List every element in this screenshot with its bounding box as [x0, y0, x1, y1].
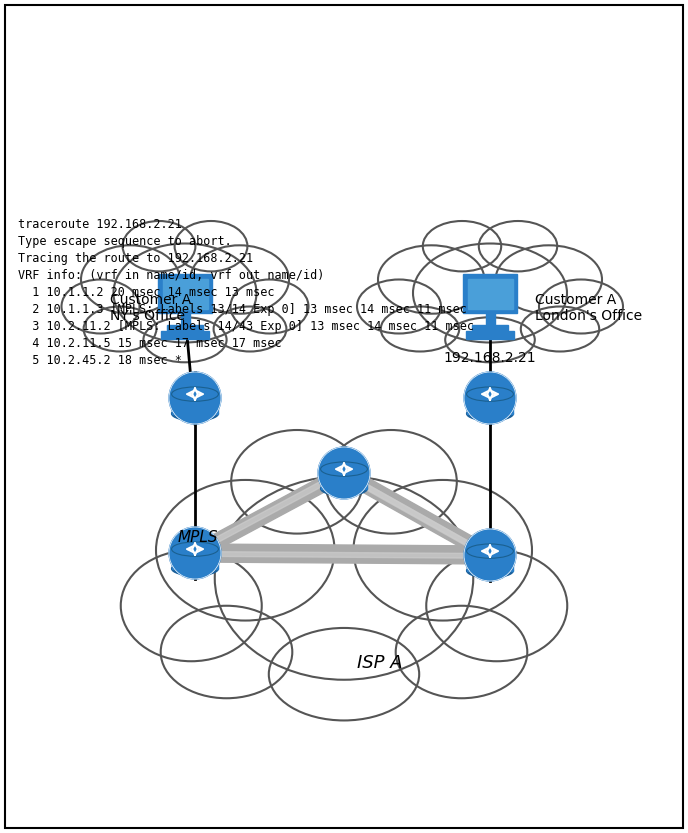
Ellipse shape	[171, 542, 218, 556]
Ellipse shape	[340, 468, 348, 478]
Text: 5 10.2.45.2 18 msec *: 5 10.2.45.2 18 msec *	[18, 354, 182, 367]
Ellipse shape	[213, 307, 286, 352]
Ellipse shape	[486, 548, 494, 562]
Ellipse shape	[466, 544, 513, 558]
FancyBboxPatch shape	[340, 467, 494, 561]
Ellipse shape	[396, 606, 527, 698]
FancyBboxPatch shape	[208, 551, 476, 558]
Ellipse shape	[321, 462, 367, 476]
Ellipse shape	[325, 430, 457, 534]
FancyBboxPatch shape	[200, 473, 338, 551]
FancyBboxPatch shape	[350, 476, 484, 554]
Ellipse shape	[486, 550, 494, 560]
FancyBboxPatch shape	[466, 551, 513, 571]
Ellipse shape	[156, 480, 334, 621]
FancyBboxPatch shape	[468, 278, 513, 308]
Text: Customer A
London's Office: Customer A London's Office	[535, 293, 642, 323]
FancyBboxPatch shape	[191, 466, 349, 560]
FancyBboxPatch shape	[171, 549, 218, 569]
Ellipse shape	[122, 221, 195, 272]
FancyBboxPatch shape	[339, 466, 495, 562]
Ellipse shape	[487, 551, 493, 559]
Ellipse shape	[521, 307, 599, 352]
Ellipse shape	[487, 551, 493, 560]
FancyBboxPatch shape	[167, 325, 203, 331]
Ellipse shape	[378, 245, 484, 314]
Ellipse shape	[380, 307, 459, 352]
FancyBboxPatch shape	[208, 551, 476, 560]
Circle shape	[464, 372, 516, 424]
FancyBboxPatch shape	[162, 278, 208, 308]
FancyBboxPatch shape	[158, 274, 212, 313]
Ellipse shape	[215, 476, 473, 680]
Text: 3 10.2.11.2 [MPLS: Labels 14/43 Exp 0] 13 msec 14 msec 11 msec: 3 10.2.11.2 [MPLS: Labels 14/43 Exp 0] 1…	[18, 320, 474, 333]
Text: 1 10.1.1.2 20 msec 14 msec 13 msec: 1 10.1.1.2 20 msec 14 msec 13 msec	[18, 286, 275, 299]
Ellipse shape	[190, 245, 289, 314]
FancyBboxPatch shape	[321, 469, 367, 489]
Ellipse shape	[171, 407, 218, 421]
Circle shape	[169, 372, 221, 424]
Ellipse shape	[466, 387, 513, 402]
FancyBboxPatch shape	[193, 546, 492, 561]
Ellipse shape	[171, 561, 218, 576]
Text: traceroute 192.168.2.21: traceroute 192.168.2.21	[18, 218, 182, 231]
FancyBboxPatch shape	[466, 331, 514, 338]
Text: Type escape sequence to abort.: Type escape sequence to abort.	[18, 235, 232, 248]
Ellipse shape	[171, 387, 218, 402]
Ellipse shape	[191, 546, 200, 560]
Circle shape	[318, 447, 370, 499]
Ellipse shape	[84, 307, 156, 352]
Text: 2 10.1.1.3 [MPLS: Labels 13/14 Exp 0] 13 msec 14 msec 11 msec: 2 10.1.1.3 [MPLS: Labels 13/14 Exp 0] 13…	[18, 303, 467, 316]
Text: ISP A: ISP A	[357, 654, 402, 672]
Ellipse shape	[81, 245, 180, 314]
Ellipse shape	[445, 317, 535, 362]
Text: Customer A
NY's Office: Customer A NY's Office	[110, 293, 191, 323]
Text: VRF info: (vrf in name/id, vrf out name/id): VRF info: (vrf in name/id, vrf out name/…	[18, 269, 324, 282]
FancyBboxPatch shape	[161, 331, 209, 338]
Ellipse shape	[269, 628, 419, 721]
Circle shape	[464, 529, 516, 581]
Ellipse shape	[231, 430, 363, 534]
Ellipse shape	[466, 407, 513, 421]
FancyBboxPatch shape	[180, 312, 189, 325]
Ellipse shape	[495, 245, 602, 314]
Ellipse shape	[193, 548, 197, 557]
Ellipse shape	[61, 280, 140, 333]
Text: 4 10.2.11.5 15 msec 17 msec 17 msec: 4 10.2.11.5 15 msec 17 msec 17 msec	[18, 337, 281, 350]
FancyBboxPatch shape	[171, 394, 218, 414]
Ellipse shape	[354, 480, 532, 621]
Ellipse shape	[191, 548, 199, 558]
Circle shape	[169, 527, 221, 579]
FancyBboxPatch shape	[466, 394, 513, 414]
FancyBboxPatch shape	[472, 325, 508, 331]
FancyBboxPatch shape	[193, 544, 492, 564]
Ellipse shape	[161, 606, 292, 698]
Text: MPLS: MPLS	[178, 531, 218, 546]
Ellipse shape	[423, 221, 501, 272]
Ellipse shape	[230, 280, 308, 333]
Ellipse shape	[143, 317, 226, 362]
Ellipse shape	[413, 243, 567, 342]
FancyBboxPatch shape	[463, 274, 517, 313]
Ellipse shape	[341, 469, 347, 476]
Ellipse shape	[357, 280, 441, 333]
Ellipse shape	[114, 243, 257, 342]
Text: Tracing the route to 192.168.2.21: Tracing the route to 192.168.2.21	[18, 252, 253, 265]
Ellipse shape	[427, 551, 567, 661]
FancyBboxPatch shape	[486, 312, 495, 325]
Ellipse shape	[539, 280, 623, 333]
Ellipse shape	[466, 563, 513, 578]
Ellipse shape	[121, 551, 261, 661]
Ellipse shape	[479, 221, 557, 272]
Ellipse shape	[321, 481, 367, 496]
FancyBboxPatch shape	[349, 476, 484, 554]
Text: 192.168.2.21: 192.168.2.21	[444, 351, 537, 365]
Ellipse shape	[340, 468, 348, 478]
Ellipse shape	[175, 221, 248, 272]
